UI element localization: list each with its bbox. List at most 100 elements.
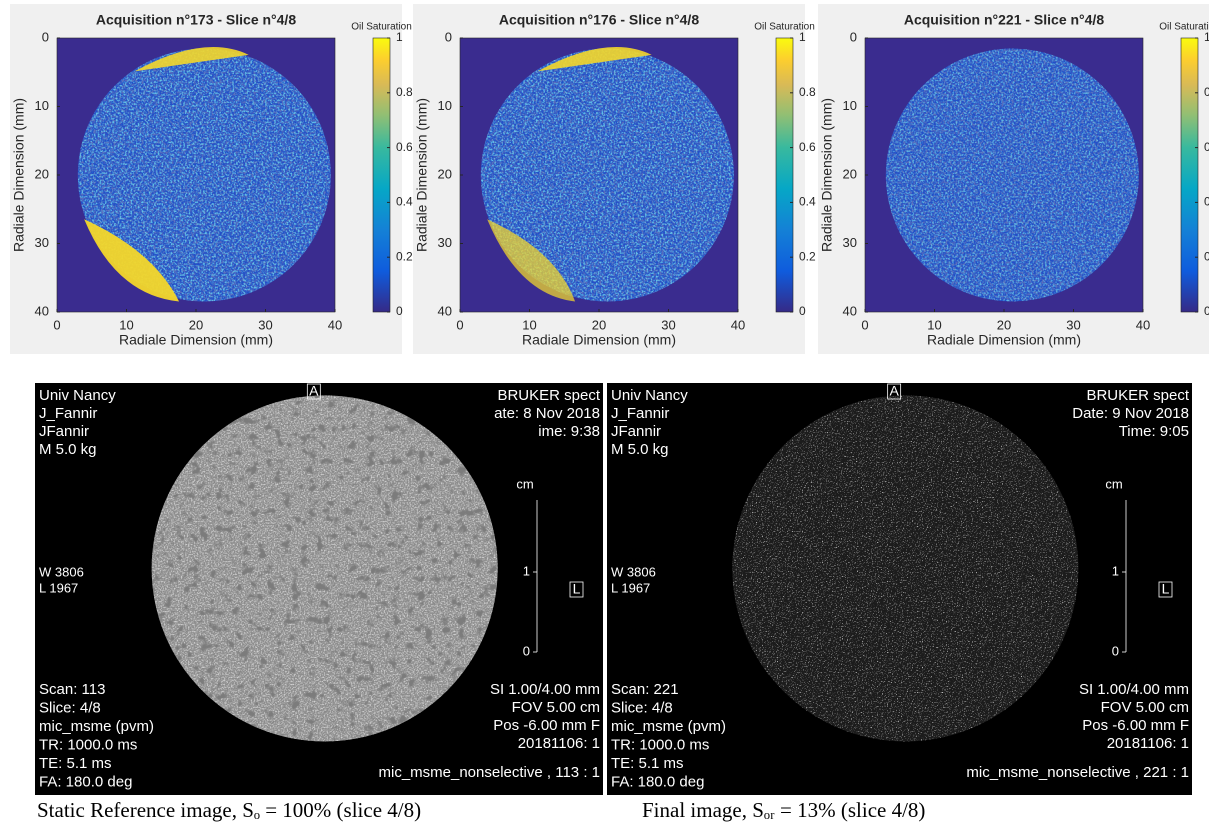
overlay-text: M 5.0 kg [611, 441, 669, 458]
x-tick-label: 10 [522, 317, 536, 332]
overlay-text: Pos -6.00 mm F [493, 717, 600, 734]
y-tick-label: 30 [438, 235, 452, 250]
colorbar-tick-label: 0.4 [396, 195, 413, 209]
overlay-text: J_Fannir [39, 405, 97, 422]
overlay-text: JFannir [39, 423, 89, 440]
overlay-text: FA: 180.0 deg [39, 773, 132, 790]
overlay-text: Pos -6.00 mm F [1082, 717, 1189, 734]
colorbar-tick-label: 1 [1204, 30, 1209, 44]
x-tick-label: 0 [861, 317, 868, 332]
colorbar-tick-label: 0 [1204, 304, 1209, 318]
y-tick-label: 40 [843, 303, 857, 318]
overlay-text: Scan: 221 [611, 681, 679, 698]
overlay-text: JFannir [611, 423, 661, 440]
overlay-text: Scan: 113 [39, 681, 105, 698]
y-tick-label: 0 [850, 29, 857, 44]
y-tick-label: 30 [843, 235, 857, 250]
overlay-text: Univ Nancy [611, 387, 688, 404]
overlay-text: Univ Nancy [39, 387, 116, 404]
y-tick-label: 0 [445, 29, 452, 44]
colorbar-tick-label: 0.6 [1204, 140, 1209, 154]
colorbar [1180, 37, 1199, 313]
x-tick-label: 40 [731, 317, 745, 332]
orientation-label: A [889, 383, 899, 399]
sample-pores [151, 395, 498, 742]
overlay-text: TR: 1000.0 ms [611, 736, 709, 753]
colorbar [372, 37, 391, 313]
colorbar-tick-label: 1 [799, 30, 806, 44]
overlay-text: Date: 9 Nov 2018 [1072, 405, 1189, 422]
y-tick-label: 20 [35, 166, 49, 181]
colorbar-tick-label: 0.8 [1204, 85, 1209, 99]
colorbar-tick-label: 0 [799, 304, 806, 318]
scale-tick-label: 1 [523, 563, 530, 578]
y-axis-label: Radiale Dimension (mm) [414, 98, 430, 252]
colorbar-label: Oil Saturation [351, 22, 412, 33]
sample-speckle [885, 48, 1139, 302]
chart-title: Acquisition n°176 - Slice n°4/8 [499, 12, 699, 28]
x-axis-label: Radiale Dimension (mm) [522, 332, 676, 348]
x-tick-label: 0 [456, 317, 463, 332]
overlay-text: 20181106: 1 [518, 735, 600, 752]
y-tick-label: 40 [35, 303, 49, 318]
chart-title: Acquisition n°173 - Slice n°4/8 [96, 12, 296, 28]
oil-zone [487, 219, 576, 302]
orientation-box [887, 383, 902, 400]
y-tick-label: 30 [35, 235, 49, 250]
overlay-text: TR: 1000.0 ms [39, 736, 137, 753]
overlay-text: BRUKER spect [497, 387, 600, 404]
oil-zone [134, 47, 249, 72]
x-tick-label: 0 [53, 317, 60, 332]
x-tick-label: 10 [927, 317, 941, 332]
y-axis-label: Radiale Dimension (mm) [11, 98, 27, 252]
scale-tick-label: 0 [1112, 643, 1119, 658]
scale-tick-label: 1 [1112, 563, 1119, 578]
y-tick-label: 0 [42, 29, 49, 44]
overlay-text: Slice: 4/8 [611, 699, 673, 716]
x-tick-label: 30 [661, 317, 675, 332]
y-tick-label: 20 [438, 166, 452, 181]
x-tick-label: 20 [189, 317, 203, 332]
sample-speckle [77, 48, 331, 302]
chart-title: Acquisition n°221 - Slice n°4/8 [904, 12, 1104, 28]
oil-zone [537, 47, 652, 72]
overlay-text: FA: 180.0 deg [611, 773, 704, 790]
y-axis-label: Radiale Dimension (mm) [819, 98, 835, 252]
colorbar-tick-label: 0.6 [396, 140, 413, 154]
overlay-text: mic_msme_nonselective , 221 : 1 [966, 764, 1189, 781]
overlay-text: W 3806 [39, 564, 84, 579]
overlay-text: TE: 5.1 ms [39, 755, 112, 772]
x-tick-label: 10 [119, 317, 133, 332]
overlay-text: ate: 8 Nov 2018 [494, 405, 600, 422]
x-axis-label: Radiale Dimension (mm) [119, 332, 273, 348]
sample-noise [732, 395, 1079, 742]
overlay-text: SI 1.00/4.00 mm [490, 681, 600, 698]
overlay-text: 20181106: 1 [1107, 735, 1189, 752]
y-tick-label: 40 [438, 303, 452, 318]
caption: Static Reference image, Sₒ = 100% (slice… [37, 798, 421, 822]
oil-zone [84, 219, 180, 302]
colorbar-tick-label: 0.4 [799, 195, 816, 209]
overlay-text: mic_msme (pvm) [611, 718, 726, 735]
x-tick-label: 40 [328, 317, 342, 332]
x-axis-label: Radiale Dimension (mm) [927, 332, 1081, 348]
overlay-text: mic_msme_nonselective , 113 : 1 [379, 764, 601, 781]
overlay-text: M 5.0 kg [39, 441, 97, 458]
overlay-text: ime: 9:38 [538, 423, 600, 440]
y-tick-label: 20 [843, 166, 857, 181]
orientation-label: L [573, 581, 581, 597]
orientation-box [1158, 581, 1173, 598]
colorbar-tick-label: 0.2 [1204, 249, 1209, 263]
x-tick-label: 30 [1066, 317, 1080, 332]
overlay-text: FOV 5.00 cm [1101, 699, 1189, 716]
colorbar-tick-label: 0.6 [799, 140, 816, 154]
overlay-text: SI 1.00/4.00 mm [1079, 681, 1189, 698]
overlay-text: W 3806 [611, 564, 656, 579]
overlay-text: TE: 5.1 ms [611, 755, 684, 772]
orientation-box [306, 383, 321, 400]
orientation-label: L [1162, 581, 1170, 597]
colorbar-tick-label: 1 [396, 30, 403, 44]
